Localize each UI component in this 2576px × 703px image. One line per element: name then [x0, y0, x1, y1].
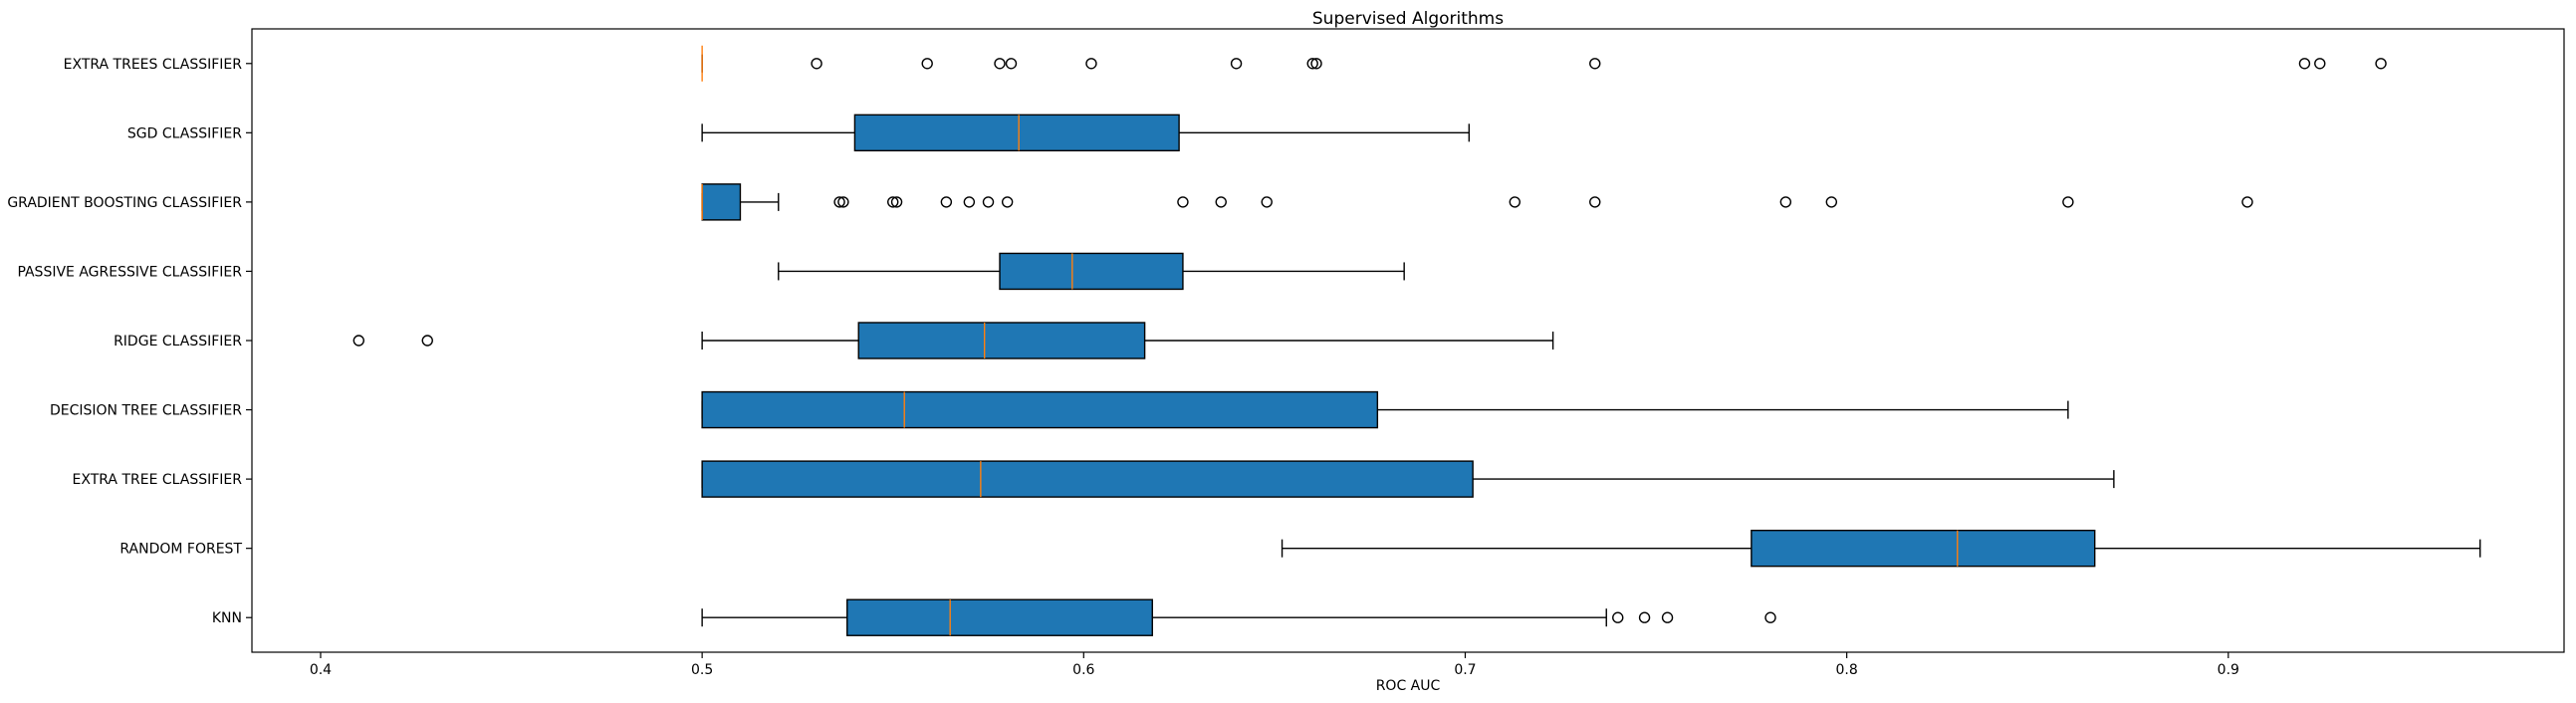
- outlier-point: [1638, 611, 1651, 623]
- outlier-point: [1310, 58, 1322, 70]
- outlier-point: [1825, 196, 1838, 208]
- x-axis-label: ROC AUC: [1376, 678, 1441, 694]
- box-group: [701, 45, 2387, 82]
- x-tick-label: 0.8: [1836, 662, 1858, 678]
- outlier-point: [1306, 58, 1318, 70]
- outlier-point: [1261, 196, 1273, 208]
- outlier-point: [887, 196, 899, 208]
- outlier-point: [1001, 196, 1014, 208]
- outlier-point: [2375, 58, 2387, 70]
- outlier-point: [921, 58, 933, 70]
- outlier-point: [1612, 611, 1624, 623]
- plot-area: [352, 45, 2481, 636]
- y-tick-label: RANDOM FOREST: [119, 542, 242, 558]
- box-group: [778, 252, 1405, 291]
- outlier-point: [811, 58, 822, 70]
- outlier-point: [1215, 196, 1227, 208]
- x-tick-label: 0.9: [2218, 662, 2239, 678]
- y-tick-label: DECISION TREE CLASSIFIER: [50, 403, 242, 419]
- outlier-point: [1661, 611, 1674, 623]
- box-group: [352, 322, 1554, 359]
- y-tick-label: EXTRA TREE CLASSIFIER: [73, 472, 243, 488]
- outlier-point: [421, 335, 433, 347]
- outlier-point: [963, 196, 976, 208]
- outlier-point: [1230, 58, 1243, 70]
- box-group: [701, 183, 2253, 221]
- y-tick-label: GRADIENT BOOSTING CLASSIFIER: [7, 195, 242, 211]
- outlier-point: [837, 196, 849, 208]
- x-tick-label: 0.6: [1072, 662, 1094, 678]
- x-tick-label: 0.7: [1454, 662, 1476, 678]
- outlier-point: [2241, 196, 2253, 208]
- y-axis: KNN RANDOM FOREST EXTRA TREE CLASSIFIER DEC…: [7, 57, 252, 626]
- box: [701, 390, 1379, 429]
- outlier-point: [1509, 196, 1521, 208]
- outlier-point: [2314, 58, 2326, 70]
- outlier-point: [890, 196, 903, 208]
- chart-title: Supervised Algorithms: [1312, 9, 1504, 29]
- y-tick-label: EXTRA TREES CLASSIFIER: [64, 57, 243, 73]
- x-axis: 0.4 0.5 0.6 0.7 0.8 0.9: [310, 652, 2239, 678]
- outlier-point: [2298, 58, 2311, 70]
- x-tick-label: 0.4: [310, 662, 332, 678]
- y-tick-label: KNN: [212, 610, 242, 626]
- y-tick-label: RIDGE CLASSIFIER: [114, 334, 242, 350]
- y-tick-label: SGD CLASSIFIER: [127, 125, 242, 141]
- box-group: [701, 598, 1776, 636]
- outlier-point: [982, 196, 995, 208]
- x-tick-label: 0.5: [691, 662, 713, 678]
- outlier-point: [833, 196, 845, 208]
- box-group: [701, 460, 2115, 498]
- outlier-point: [1589, 196, 1601, 208]
- box: [999, 252, 1184, 291]
- box: [846, 598, 1153, 636]
- box: [857, 322, 1146, 359]
- outlier-point: [940, 196, 953, 208]
- outlier-point: [1005, 58, 1018, 70]
- outlier-point: [2062, 196, 2074, 208]
- outlier-point: [1085, 58, 1097, 70]
- y-tick-label: PASSIVE AGRESSIVE CLASSIFIER: [17, 264, 242, 280]
- box-group: [701, 390, 2069, 429]
- outlier-point: [352, 335, 364, 347]
- box: [701, 183, 742, 221]
- box-group: [701, 114, 1471, 152]
- outlier-point: [994, 58, 1006, 70]
- box-group: [1281, 529, 2481, 568]
- outlier-point: [1764, 611, 1776, 623]
- box: [1751, 529, 2096, 568]
- outlier-point: [1779, 196, 1792, 208]
- box: [853, 114, 1180, 152]
- box: [701, 460, 1474, 498]
- outlier-point: [1589, 58, 1601, 70]
- outlier-point: [1177, 196, 1189, 208]
